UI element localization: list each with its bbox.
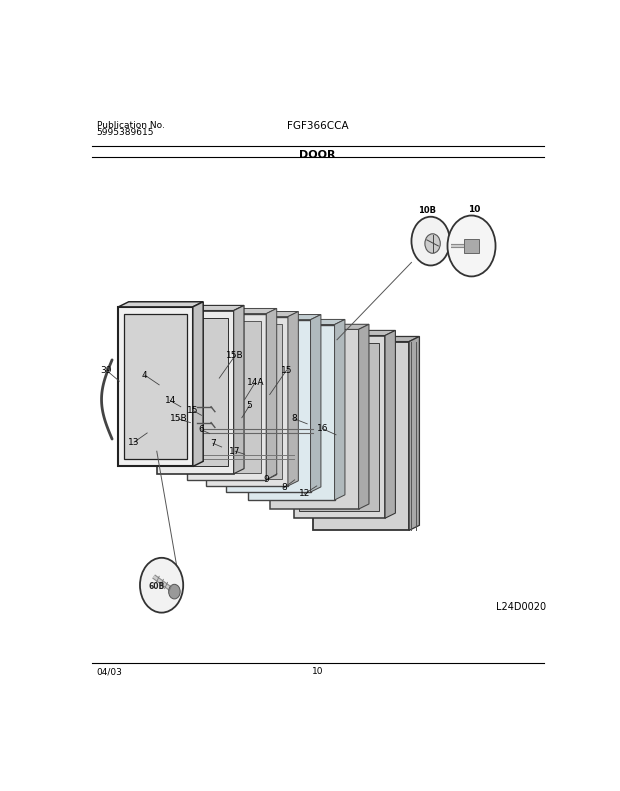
Polygon shape xyxy=(193,321,260,472)
Text: 14A: 14A xyxy=(247,378,264,387)
Text: 9: 9 xyxy=(264,475,269,484)
Polygon shape xyxy=(288,312,298,486)
Polygon shape xyxy=(118,307,193,467)
Polygon shape xyxy=(157,311,234,474)
Text: Publication No.: Publication No. xyxy=(97,120,164,130)
Text: 15: 15 xyxy=(187,406,198,415)
Circle shape xyxy=(448,215,495,276)
Polygon shape xyxy=(226,315,321,320)
Text: 5: 5 xyxy=(247,401,252,410)
Polygon shape xyxy=(248,324,335,500)
Text: 10B: 10B xyxy=(418,206,436,215)
Polygon shape xyxy=(234,305,244,474)
Polygon shape xyxy=(294,335,385,518)
Text: FGF366CCA: FGF366CCA xyxy=(287,120,348,131)
Polygon shape xyxy=(299,343,379,511)
Text: 39: 39 xyxy=(100,365,112,375)
Polygon shape xyxy=(267,308,277,480)
Polygon shape xyxy=(335,320,345,500)
Polygon shape xyxy=(270,329,358,509)
Polygon shape xyxy=(385,331,396,518)
Polygon shape xyxy=(187,308,277,313)
Circle shape xyxy=(412,217,450,266)
Polygon shape xyxy=(409,336,419,531)
Polygon shape xyxy=(464,239,479,253)
Polygon shape xyxy=(294,331,396,335)
Text: 5995389615: 5995389615 xyxy=(97,128,154,137)
Polygon shape xyxy=(193,301,203,467)
Text: eReplacementParts.com: eReplacementParts.com xyxy=(254,395,381,404)
Polygon shape xyxy=(124,314,187,459)
Polygon shape xyxy=(206,316,288,486)
Text: 10: 10 xyxy=(467,205,480,214)
Polygon shape xyxy=(118,301,203,307)
Polygon shape xyxy=(162,318,228,467)
Polygon shape xyxy=(248,320,345,324)
Polygon shape xyxy=(212,324,282,479)
Circle shape xyxy=(169,585,180,599)
Polygon shape xyxy=(311,315,321,492)
Polygon shape xyxy=(226,320,311,492)
Text: 15: 15 xyxy=(281,365,292,375)
Text: 8: 8 xyxy=(281,483,287,492)
Text: 04/03: 04/03 xyxy=(97,668,123,676)
Circle shape xyxy=(425,234,440,253)
Text: 12: 12 xyxy=(299,490,310,498)
Text: 8: 8 xyxy=(292,414,298,423)
Text: 17: 17 xyxy=(229,447,241,456)
Text: DOOR: DOOR xyxy=(299,149,336,160)
Text: 6: 6 xyxy=(198,426,205,434)
Circle shape xyxy=(140,558,184,612)
Text: 60B: 60B xyxy=(149,582,165,591)
Text: 13: 13 xyxy=(128,437,140,447)
Text: 15B: 15B xyxy=(170,414,187,423)
Text: 7: 7 xyxy=(210,439,216,448)
Text: 15B: 15B xyxy=(226,351,244,360)
Text: 14: 14 xyxy=(164,396,176,405)
Polygon shape xyxy=(313,342,409,531)
Text: 10: 10 xyxy=(312,668,324,676)
Text: 16: 16 xyxy=(317,424,329,433)
Polygon shape xyxy=(270,324,369,329)
Polygon shape xyxy=(157,305,244,311)
Polygon shape xyxy=(206,312,298,316)
Text: 4: 4 xyxy=(142,371,148,380)
Text: L24D0020: L24D0020 xyxy=(495,602,546,611)
Polygon shape xyxy=(187,313,267,480)
Polygon shape xyxy=(358,324,369,509)
Polygon shape xyxy=(313,336,419,342)
